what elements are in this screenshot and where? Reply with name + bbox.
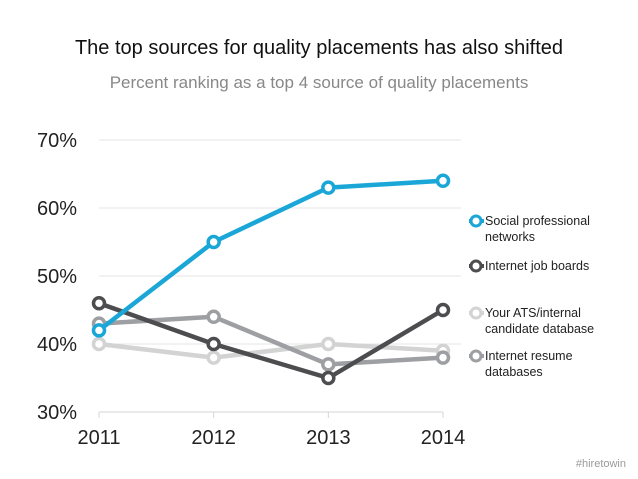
data-point [435,302,451,318]
legend: Social professional networks Internet job … [469,214,594,379]
legend-swatch-marker [469,306,483,320]
data-point [321,357,336,372]
data-point [321,370,336,386]
gridlines [99,139,461,345]
legend-swatch-marker [469,214,483,228]
x-tick-label: 2013 [306,427,351,449]
legend-label: Your ATS/internal [485,306,581,320]
data-point [91,295,107,311]
data-point [321,180,336,195]
y-tick-label: 40% [37,334,77,356]
data-point [206,350,221,365]
x-tick-label: 2014 [421,427,466,449]
y-tick-label: 30% [37,402,77,424]
chart-title: The top sources for quality placements h… [74,37,564,59]
legend-swatch-marker [469,349,483,363]
data-point [435,173,451,189]
data-point [435,350,451,365]
series-line [96,341,446,360]
data-point [206,234,221,250]
legend-label: databases [485,365,543,379]
data-point [206,336,221,352]
axes: 30% 40% 50% 60% 70% 2011 2012 2013 2014 [37,130,465,449]
series-line [96,314,446,367]
legend-label: networks [485,230,535,244]
legend-label: Social professional [485,214,590,228]
series-line [96,178,446,333]
legend-label: Internet resume [485,349,573,363]
data-point [321,336,336,352]
x-tick-label: 2011 [77,427,120,449]
legend-swatch-marker [469,259,483,273]
series-lines [91,173,451,386]
x-tick-label: 2012 [191,427,236,449]
data-point [91,336,107,352]
watermark: #hiretowin [575,458,626,470]
y-tick-label: 70% [37,130,77,152]
series-line [96,300,446,381]
y-tick-label: 60% [37,198,77,220]
data-point [206,309,221,325]
legend-label: Internet job boards [485,259,589,273]
chart-subtitle: Percent ranking as a top 4 source of qua… [109,73,529,92]
legend-label: candidate database [485,322,594,336]
y-tick-label: 50% [37,266,77,288]
data-point [91,323,107,338]
